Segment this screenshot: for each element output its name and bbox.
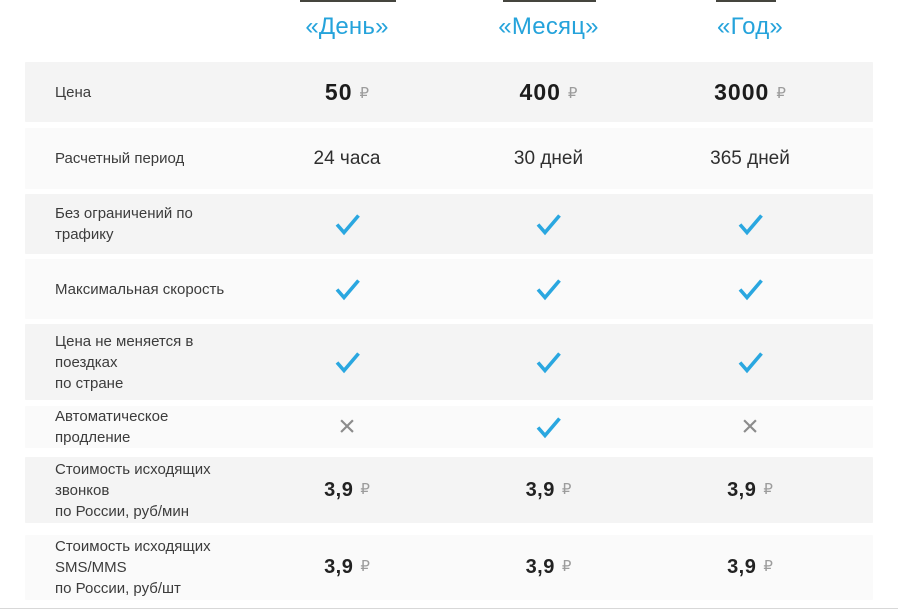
bottom-divider — [0, 608, 898, 609]
check-icon — [738, 351, 763, 373]
table-row: Расчетный период 24 часа 30 дней 365 дней — [25, 128, 873, 189]
table-row: Автоматическое продление × × — [25, 406, 873, 448]
table-row: Цена не меняется в поездках по стране — [25, 324, 873, 400]
value-text: 30 дней — [513, 147, 584, 169]
check-icon — [536, 213, 561, 235]
ruble-sign: ₽ — [763, 558, 773, 575]
price-value: 3,9 — [324, 478, 354, 501]
price-value: 50 — [324, 78, 353, 105]
price-cell: 3,9 ₽ — [247, 479, 447, 502]
price-cell: 50 ₽ — [247, 79, 447, 106]
tariff-table: «День» «Месяц» «Год» Цена 50 ₽400 ₽3000 ₽ Рас… — [25, 0, 873, 600]
table-row: Стоимость исходящих звонков по России, р… — [25, 457, 873, 523]
check-icon-cell — [247, 213, 447, 236]
check-icon — [536, 278, 561, 300]
comparison-table-body: Цена 50 ₽400 ₽3000 ₽ Расчетный период 24 часа 3… — [25, 62, 873, 600]
check-icon — [536, 416, 561, 438]
ruble-sign: ₽ — [567, 84, 578, 102]
ruble-sign: ₽ — [360, 480, 370, 498]
value-text: 24 часа — [313, 147, 381, 169]
table-header: «День» «Месяц» «Год» — [25, 0, 873, 54]
check-icon — [335, 213, 360, 235]
table-row: Максимальная скорость — [25, 259, 873, 319]
check-icon — [738, 278, 763, 300]
cross-icon-cell: × — [650, 412, 850, 442]
ruble-sign: ₽ — [763, 480, 773, 498]
price-value: 400 — [519, 78, 561, 105]
column-header-day[interactable]: «День» — [305, 13, 389, 40]
row-label: Стоимость исходящих SMS/MMS по России, р… — [55, 538, 211, 597]
table-row: Без ограничений по трафику — [25, 194, 873, 254]
row-label: Без ограничений по трафику — [55, 205, 193, 243]
price-value: 3,9 — [727, 478, 757, 501]
value-cell: 30 дней — [447, 148, 650, 170]
value-text: 365 дней — [710, 147, 790, 169]
price-value: 3,9 — [525, 556, 555, 578]
cross-icon: × — [741, 410, 759, 443]
check-icon-cell — [447, 351, 650, 374]
check-icon-cell — [247, 278, 447, 301]
price-cell: 3,9 ₽ — [447, 479, 650, 502]
cross-icon: × — [338, 410, 356, 443]
check-icon-cell — [447, 416, 650, 439]
row-label: Максимальная скорость — [55, 280, 225, 298]
price-cell: 3,9 ₽ — [447, 556, 650, 579]
cropped-content-artifact — [503, 0, 596, 2]
price-cell: 3000 ₽ — [650, 79, 850, 106]
price-value: 3,9 — [324, 556, 354, 578]
price-cell: 400 ₽ — [447, 79, 650, 106]
check-icon-cell — [650, 278, 850, 301]
row-label: Расчетный период — [55, 150, 185, 167]
check-icon-cell — [447, 213, 650, 236]
price-cell: 3,9 ₽ — [650, 556, 850, 579]
check-icon — [335, 278, 360, 300]
price-value: 3,9 — [727, 556, 757, 578]
check-icon-cell — [650, 351, 850, 374]
row-label: Цена — [55, 83, 92, 101]
check-icon-cell — [650, 213, 850, 236]
value-cell: 24 часа — [247, 148, 447, 170]
cropped-content-artifact — [300, 0, 396, 2]
price-value: 3000 — [714, 78, 770, 105]
value-cell: 365 дней — [650, 148, 850, 170]
column-header-month[interactable]: «Месяц» — [498, 13, 599, 40]
cropped-content-artifact — [716, 0, 776, 2]
check-icon-cell — [247, 351, 447, 374]
cross-icon-cell: × — [247, 412, 447, 442]
check-icon-cell — [447, 278, 650, 301]
ruble-sign: ₽ — [561, 480, 572, 498]
row-label: Стоимость исходящих звонков по России, р… — [55, 460, 211, 520]
check-icon — [335, 351, 360, 373]
table-row: Цена 50 ₽400 ₽3000 ₽ — [25, 62, 873, 122]
price-value: 3,9 — [525, 478, 555, 501]
check-icon — [738, 213, 763, 235]
ruble-sign: ₽ — [360, 558, 370, 575]
check-icon — [536, 351, 561, 373]
table-row: Стоимость исходящих SMS/MMS по России, р… — [25, 535, 873, 600]
price-cell: 3,9 ₽ — [650, 479, 850, 502]
ruble-sign: ₽ — [359, 84, 370, 102]
row-label: Цена не меняется в поездках по стране — [55, 332, 194, 392]
column-header-year[interactable]: «Год» — [717, 13, 783, 40]
row-label: Автоматическое продление — [55, 408, 169, 446]
ruble-sign: ₽ — [776, 84, 786, 102]
price-cell: 3,9 ₽ — [247, 556, 447, 579]
ruble-sign: ₽ — [561, 558, 572, 575]
